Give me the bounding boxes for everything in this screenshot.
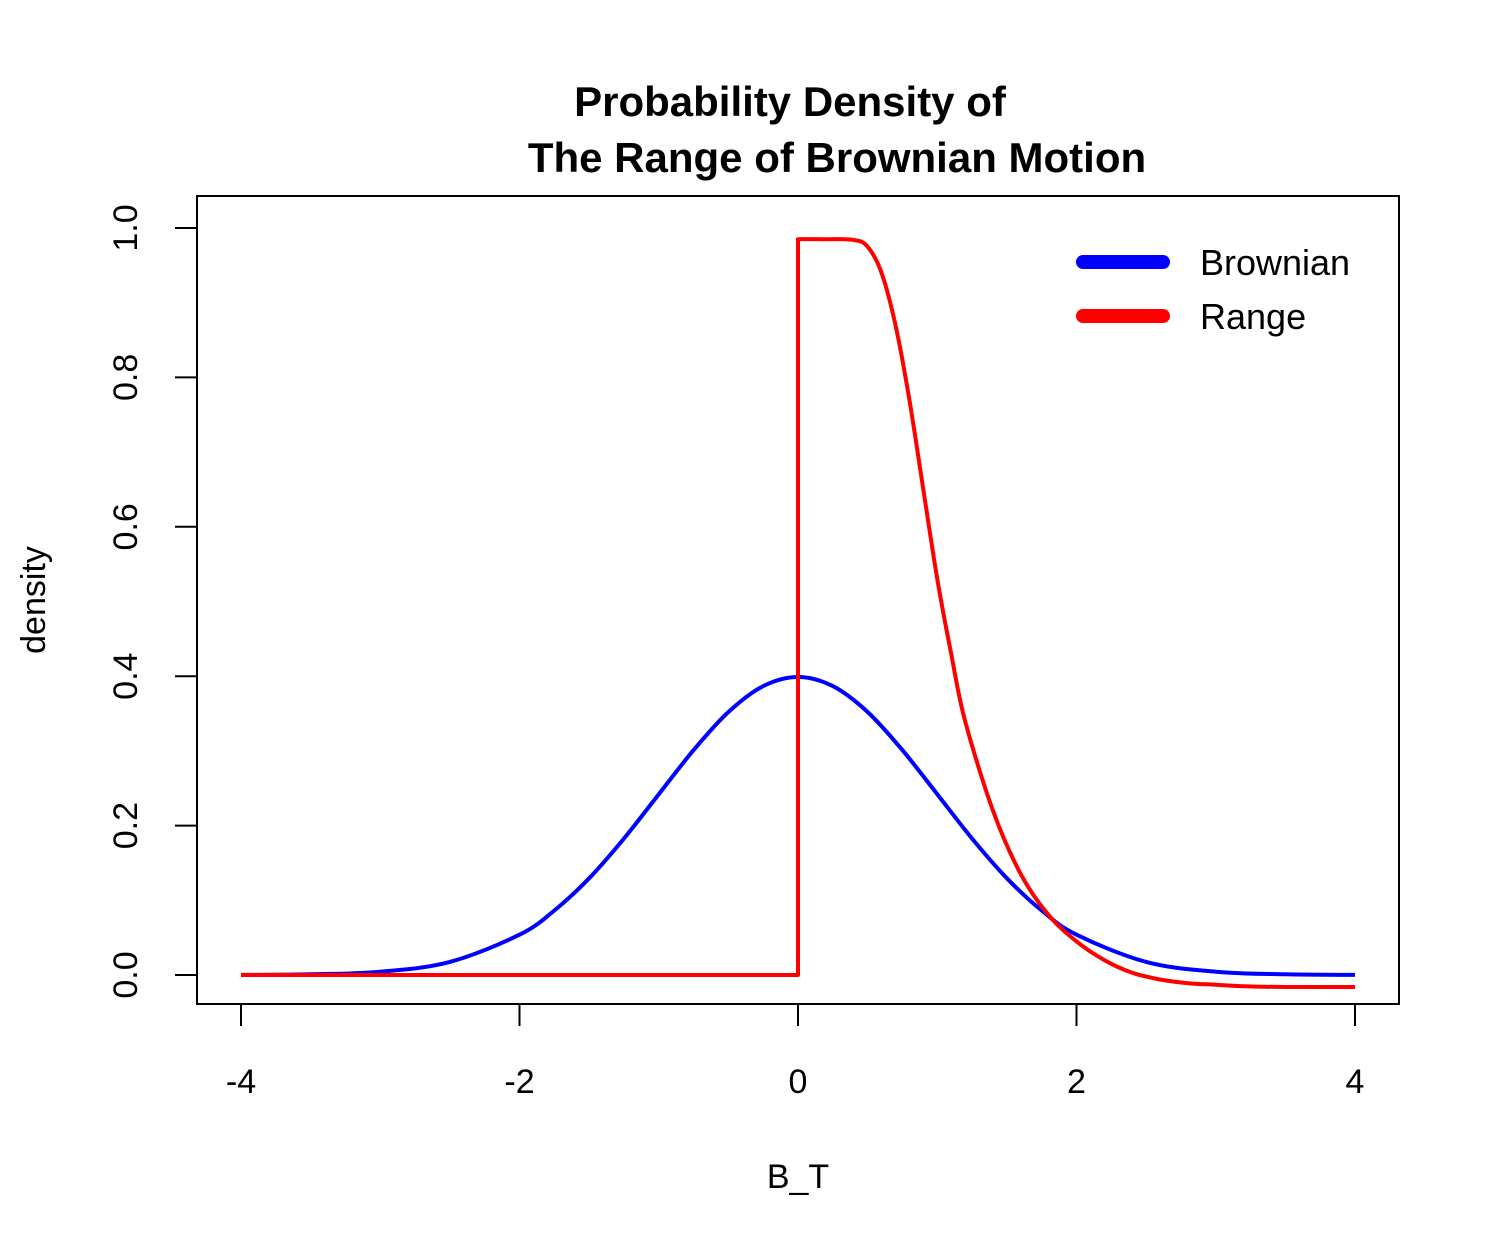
- chart-title-line1: Probability Density of: [574, 78, 1007, 125]
- y-tick-label: 0.0: [107, 951, 145, 998]
- x-tick-label: -2: [504, 1063, 534, 1101]
- y-axis-label: density: [15, 546, 53, 654]
- legend-label-brownian: Brownian: [1200, 242, 1350, 283]
- y-tick-label: 0.6: [107, 503, 145, 550]
- y-tick-label: 0.8: [107, 354, 145, 401]
- legend-label-range: Range: [1200, 296, 1306, 337]
- chart-title-line2: The Range of Brownian Motion: [528, 134, 1146, 181]
- legend: Brownian Range: [1076, 242, 1350, 337]
- x-axis-label: B_T: [767, 1158, 829, 1196]
- y-tick-label: 0.2: [107, 802, 145, 849]
- x-tick-label: -4: [226, 1063, 256, 1101]
- series-layer: [240, 237, 1356, 990]
- x-tick-label: 4: [1346, 1063, 1365, 1101]
- y-tick-label: 0.4: [107, 653, 145, 700]
- x-axis: -4 -2 0 2 4: [226, 1003, 1365, 1101]
- series-line-range: [240, 237, 1356, 990]
- y-axis: 0.0 0.2 0.4 0.6 0.8 1.0: [107, 204, 198, 999]
- y-tick-label: 1.0: [107, 204, 145, 251]
- x-tick-label: 0: [789, 1063, 808, 1101]
- x-tick-label: 2: [1067, 1063, 1086, 1101]
